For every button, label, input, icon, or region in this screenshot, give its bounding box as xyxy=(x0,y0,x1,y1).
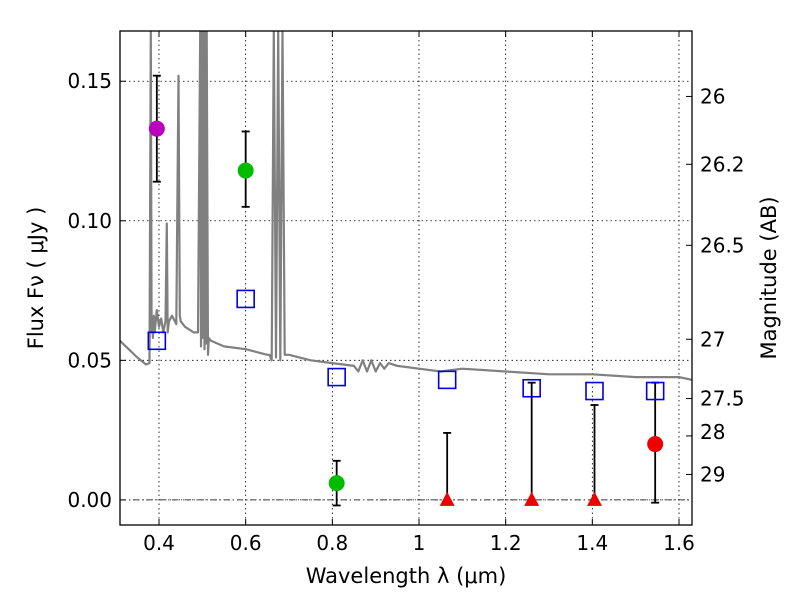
mag-tick-label: 28 xyxy=(700,420,725,444)
model-flux-square xyxy=(522,378,541,398)
mag-tick-label: 26.2 xyxy=(700,152,745,176)
x-tick-label: 1.6 xyxy=(663,531,695,555)
x-tick-label: 1.4 xyxy=(576,531,608,555)
mag-tick-label: 26.5 xyxy=(700,233,745,257)
model-flux-square xyxy=(327,367,346,387)
axes xyxy=(119,30,693,526)
y-tick-label: 0.15 xyxy=(67,69,112,93)
upper-limit-triangle xyxy=(587,491,602,506)
model-flux-square xyxy=(147,331,167,351)
data-markers xyxy=(147,120,665,506)
upper-limit-triangle xyxy=(439,491,455,506)
model-flux-square xyxy=(236,289,255,309)
mag-tick-label: 27.5 xyxy=(700,387,745,411)
model-flux-square xyxy=(645,381,665,401)
y-tick-label: 0.10 xyxy=(67,209,112,233)
error-bars xyxy=(152,74,660,507)
observed-flux-point xyxy=(647,436,664,453)
x-tick-label: 1.2 xyxy=(490,531,522,555)
observed-flux-point xyxy=(328,475,345,492)
x-tick-label: 0.8 xyxy=(316,531,348,555)
sed-curve-layer xyxy=(120,31,692,381)
model-flux-square xyxy=(585,381,604,401)
y-axis-label: Flux Fν ( μJy ) xyxy=(24,207,48,350)
mag-tick-label: 27 xyxy=(700,327,725,351)
mag-tick-label: 26 xyxy=(700,84,725,108)
y-tick-label: 0.00 xyxy=(67,488,112,512)
y2-axis-label: Magnitude (AB) xyxy=(757,196,781,359)
x-axis-label: Wavelength λ (μm) xyxy=(306,564,507,588)
x-tick-label: 0.6 xyxy=(230,531,262,555)
mag-tick-label: 29 xyxy=(700,462,725,486)
sed-curve xyxy=(120,31,692,381)
observed-flux-point xyxy=(237,162,254,179)
model-flux-square xyxy=(437,370,457,390)
upper-limit-triangle xyxy=(524,491,540,506)
x-tick-label: 0.4 xyxy=(143,531,175,555)
y-tick-label: 0.05 xyxy=(67,348,112,372)
x-tick-label: 1 xyxy=(413,531,426,555)
plot-frame xyxy=(119,30,693,526)
tick-labels: 0.4 0.6 0.8 1 1.2 1.4 1.6 0.00 0.05 0.10 0.15 26 26.… xyxy=(67,69,744,555)
observed-flux-point xyxy=(148,120,165,137)
